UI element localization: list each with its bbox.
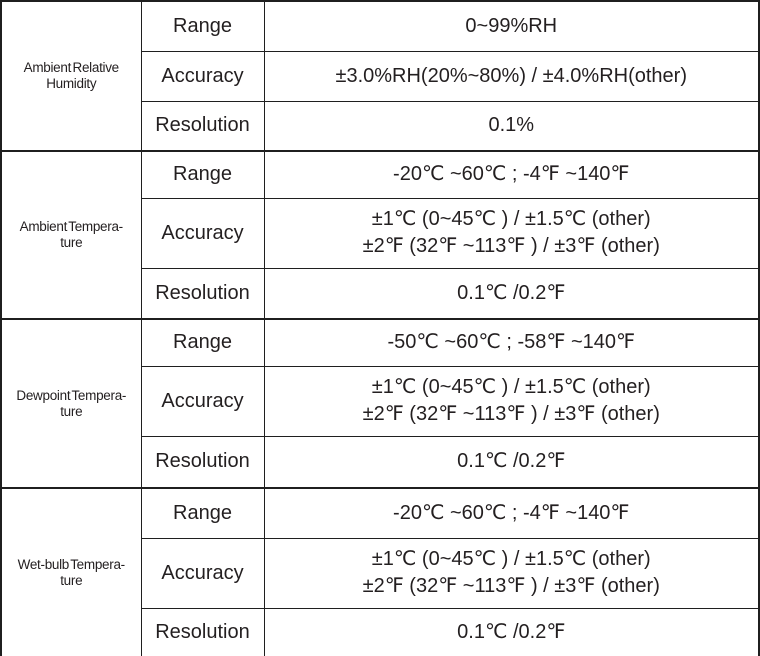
table-row: Wet-bulb Tempera- ture Range -20℃ ~60℃ ;… xyxy=(0,487,760,656)
value-cell-resolution: 0.1℃ /0.2℉ xyxy=(263,607,760,656)
property-cell-resolution: Resolution xyxy=(140,607,265,656)
table-row: Resolution 0.1% xyxy=(1,100,760,152)
category-label-line: Dewpoint Tempera- xyxy=(16,387,127,403)
value-cell-range: -50℃ ~60℃ ; -58℉ ~140℉ xyxy=(263,318,760,367)
value-cell-accuracy: ±1℃ (0~45℃ ) / ±1.5℃ (other) ±2℉ (32℉ ~1… xyxy=(263,197,760,269)
value-cell-resolution: 0.1℃ /0.2℉ xyxy=(263,267,760,320)
category-label-line: ture xyxy=(60,572,83,588)
category-label-line: ture xyxy=(60,235,83,250)
category-cell-ambient-relative-humidity: Ambient Relative Humidity xyxy=(0,0,142,152)
property-cell-accuracy: Accuracy xyxy=(140,197,265,269)
category-cell-dewpoint-temperature: Dewpoint Tempera- ture xyxy=(0,318,142,489)
property-cell-accuracy: Accuracy xyxy=(140,365,265,437)
accuracy-line-fahrenheit: ±2℉ (32℉ ~113℉ ) / ±3℉ (other) xyxy=(362,235,660,257)
table-row: Accuracy ±1℃ (0~45℃ ) / ±1.5℃ (other) ±2… xyxy=(1,365,760,437)
property-cell-resolution: Resolution xyxy=(140,267,265,320)
property-cell-accuracy: Accuracy xyxy=(140,50,265,102)
value-cell-range: 0~99%RH xyxy=(263,0,760,52)
table-row: Accuracy ±1℃ (0~45℃ ) / ±1.5℃ (other) ±2… xyxy=(1,537,760,609)
category-label-line: Humidity xyxy=(46,76,97,91)
category-cell-wet-bulb-temperature: Wet-bulb Tempera- ture xyxy=(0,487,142,656)
table-row: Dewpoint Tempera- ture Range -50℃ ~60℃ ;… xyxy=(0,318,760,489)
property-cell-range: Range xyxy=(140,0,265,52)
table-row: Accuracy ±1℃ (0~45℃ ) / ±1.5℃ (other) ±2… xyxy=(1,197,760,269)
table-row: Ambient Relative Humidity Range 0~99%RH xyxy=(0,0,760,152)
category-cell-ambient-temperature: Ambient Tempera- ture xyxy=(0,150,142,320)
property-cell-resolution: Resolution xyxy=(140,435,265,489)
value-cell-resolution: 0.1% xyxy=(263,100,760,152)
accuracy-line-celsius: ±1℃ (0~45℃ ) / ±1.5℃ (other) xyxy=(371,548,651,570)
value-cell-accuracy: ±1℃ (0~45℃ ) / ±1.5℃ (other) ±2℉ (32℉ ~1… xyxy=(263,537,760,609)
table-row: Accuracy ±3.0%RH(20%~80%) / ±4.0%RH(othe… xyxy=(1,50,760,102)
value-cell-accuracy: ±3.0%RH(20%~80%) / ±4.0%RH(other) xyxy=(263,50,760,102)
category-label-line: Ambient Relative xyxy=(23,60,120,75)
category-label-line: Ambient Tempera- xyxy=(19,219,124,234)
property-cell-resolution: Resolution xyxy=(140,100,265,152)
value-cell-accuracy: ±1℃ (0~45℃ ) / ±1.5℃ (other) ±2℉ (32℉ ~1… xyxy=(263,365,760,437)
category-label-line: ture xyxy=(60,403,83,419)
property-cell-range: Range xyxy=(140,150,265,199)
accuracy-line-celsius: ±1℃ (0~45℃ ) / ±1.5℃ (other) xyxy=(371,208,651,230)
category-label-line: Wet-bulb Tempera- xyxy=(17,556,126,572)
table-row: Resolution 0.1℃ /0.2℉ xyxy=(1,607,760,656)
value-cell-resolution: 0.1℃ /0.2℉ xyxy=(263,435,760,489)
property-cell-range: Range xyxy=(140,318,265,367)
table-row: Resolution 0.1℃ /0.2℉ xyxy=(1,267,760,320)
property-cell-accuracy: Accuracy xyxy=(140,537,265,609)
value-cell-range: -20℃ ~60℃ ; -4℉ ~140℉ xyxy=(263,487,760,539)
accuracy-line-celsius: ±1℃ (0~45℃ ) / ±1.5℃ (other) xyxy=(371,376,651,398)
accuracy-line-fahrenheit: ±2℉ (32℉ ~113℉ ) / ±3℉ (other) xyxy=(362,575,660,597)
value-cell-range: -20℃ ~60℃ ; -4℉ ~140℉ xyxy=(263,150,760,199)
table-row: Ambient Tempera- ture Range -20℃ ~60℃ ; … xyxy=(0,150,760,320)
accuracy-line-fahrenheit: ±2℉ (32℉ ~113℉ ) / ±3℉ (other) xyxy=(362,403,660,425)
property-cell-range: Range xyxy=(140,487,265,539)
